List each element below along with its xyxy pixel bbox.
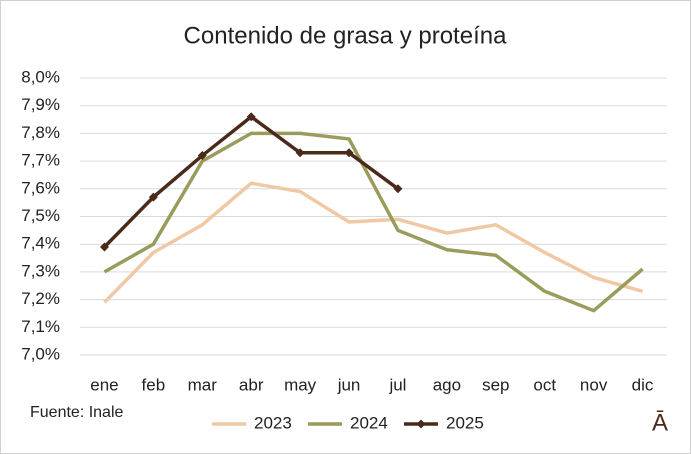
series-line [103, 131, 644, 313]
point-marker [295, 148, 305, 158]
chart-title: Contenido de grasa y proteína [184, 22, 508, 49]
point-marker [197, 151, 207, 161]
point-marker [148, 192, 158, 202]
source-note: Fuente: Inale [30, 404, 124, 421]
y-tick-label: 7,1% [21, 317, 60, 336]
series-line [103, 181, 644, 304]
x-tick-label: mar [188, 375, 218, 394]
point-marker [246, 112, 256, 122]
y-tick-label: 7,0% [21, 344, 60, 363]
y-tick-label: 8,0% [21, 67, 60, 86]
x-tick-label: oct [533, 375, 556, 394]
x-tick-label: ene [90, 375, 118, 394]
y-tick-label: 7,9% [21, 95, 60, 114]
x-tick-label: jul [388, 375, 406, 394]
x-tick-label: may [284, 375, 317, 394]
y-tick-label: 7,2% [21, 289, 60, 308]
legend-label: 2025 [446, 413, 484, 432]
x-tick-label: nov [580, 375, 608, 394]
y-tick-label: 7,3% [21, 261, 60, 280]
y-tick-label: 7,7% [21, 151, 60, 170]
x-tick-label: jun [337, 375, 361, 394]
y-tick-label: 7,5% [21, 206, 60, 225]
y-tick-label: 7,4% [21, 234, 60, 253]
point-marker [393, 184, 403, 194]
legend-label: 2023 [254, 413, 292, 432]
y-tick-label: 7,6% [21, 178, 60, 197]
x-tick-label: feb [142, 375, 166, 394]
logo: Ā [652, 409, 668, 436]
x-tick-label: abr [239, 375, 264, 394]
x-tick-label: sep [482, 375, 509, 394]
legend-marker [416, 419, 426, 429]
point-marker [344, 148, 354, 158]
x-tick-label: ago [433, 375, 461, 394]
y-tick-label: 7,8% [21, 123, 60, 142]
x-tick-label: dic [632, 375, 654, 394]
point-marker [99, 242, 109, 252]
legend-label: 2024 [350, 413, 388, 432]
